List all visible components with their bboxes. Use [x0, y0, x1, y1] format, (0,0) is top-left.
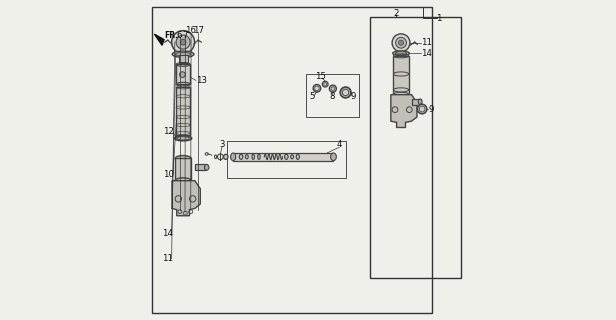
- Ellipse shape: [205, 164, 209, 170]
- Ellipse shape: [324, 83, 326, 86]
- Bar: [306, 74, 359, 117]
- Ellipse shape: [174, 136, 192, 141]
- Text: 4: 4: [336, 140, 342, 149]
- Text: 14: 14: [161, 229, 172, 238]
- Text: 1: 1: [436, 14, 442, 23]
- Ellipse shape: [331, 87, 334, 90]
- Ellipse shape: [340, 87, 351, 98]
- Polygon shape: [391, 95, 417, 127]
- Bar: [227, 141, 346, 178]
- Ellipse shape: [296, 154, 299, 159]
- Ellipse shape: [417, 104, 427, 114]
- Circle shape: [395, 37, 407, 48]
- Ellipse shape: [224, 154, 228, 159]
- Ellipse shape: [315, 86, 319, 91]
- Text: FR.: FR.: [164, 31, 179, 40]
- Text: 3: 3: [219, 140, 225, 149]
- Ellipse shape: [230, 153, 236, 161]
- Ellipse shape: [240, 154, 243, 159]
- Ellipse shape: [291, 155, 293, 159]
- Ellipse shape: [176, 52, 191, 56]
- Circle shape: [172, 31, 195, 53]
- Circle shape: [176, 35, 190, 49]
- Text: 11: 11: [421, 38, 432, 47]
- Ellipse shape: [285, 154, 288, 159]
- Bar: [152, 7, 432, 313]
- Ellipse shape: [418, 99, 422, 104]
- Circle shape: [180, 39, 186, 45]
- Bar: [370, 17, 461, 278]
- Ellipse shape: [172, 51, 194, 57]
- Ellipse shape: [245, 155, 248, 159]
- Ellipse shape: [342, 89, 349, 96]
- Bar: [179, 55, 187, 63]
- Bar: [233, 153, 333, 161]
- Ellipse shape: [322, 81, 328, 87]
- Circle shape: [399, 40, 403, 45]
- Bar: [176, 87, 190, 134]
- Text: 8: 8: [330, 92, 335, 101]
- Text: 6: 6: [177, 31, 182, 40]
- Ellipse shape: [419, 106, 425, 112]
- Polygon shape: [172, 181, 200, 216]
- Ellipse shape: [331, 153, 336, 161]
- Text: 14: 14: [421, 49, 432, 58]
- Ellipse shape: [175, 178, 191, 184]
- Bar: [175, 158, 191, 181]
- Ellipse shape: [393, 51, 409, 56]
- Ellipse shape: [313, 84, 321, 92]
- Text: 7: 7: [182, 31, 188, 40]
- Bar: [394, 56, 408, 95]
- Polygon shape: [155, 34, 164, 45]
- Text: 9: 9: [351, 92, 356, 101]
- Bar: [411, 99, 421, 105]
- Text: 12: 12: [163, 127, 174, 136]
- Ellipse shape: [175, 156, 191, 161]
- Text: 17: 17: [193, 27, 203, 36]
- Bar: [195, 164, 206, 170]
- Text: 16: 16: [185, 27, 197, 36]
- Text: 10: 10: [163, 170, 174, 179]
- Text: 2: 2: [393, 9, 399, 18]
- Text: 11: 11: [162, 254, 173, 263]
- Text: 9: 9: [429, 105, 434, 114]
- Text: 5: 5: [310, 92, 315, 101]
- Circle shape: [180, 72, 185, 77]
- Bar: [176, 64, 190, 84]
- Text: 15: 15: [315, 72, 326, 81]
- Ellipse shape: [330, 85, 336, 92]
- Ellipse shape: [257, 154, 260, 159]
- Text: 13: 13: [196, 76, 207, 85]
- Ellipse shape: [252, 154, 254, 159]
- Circle shape: [392, 34, 410, 52]
